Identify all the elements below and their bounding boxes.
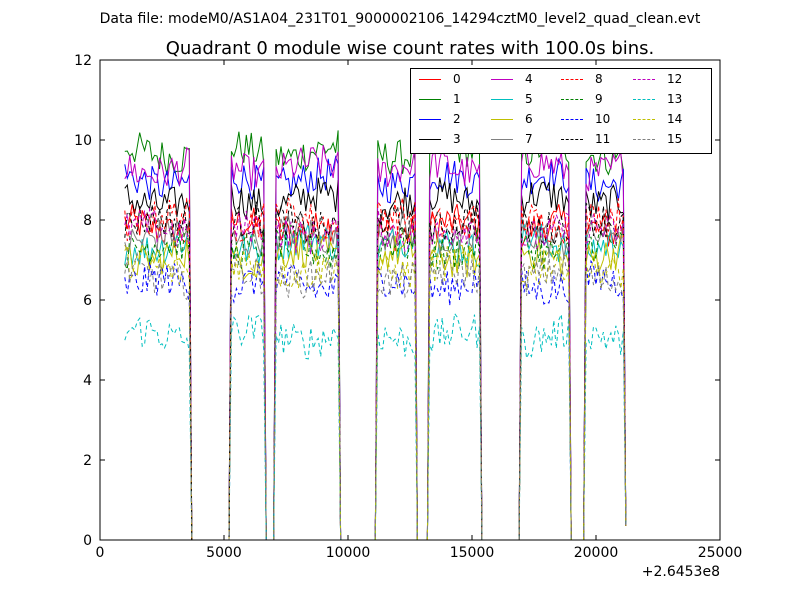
y-tick-label: 2 <box>83 453 92 469</box>
y-tick-label: 8 <box>83 213 92 229</box>
y-tick-label: 4 <box>83 373 92 389</box>
legend-swatch <box>419 119 441 120</box>
legend-swatch <box>633 139 655 140</box>
y-tick-label: 12 <box>74 53 92 69</box>
legend-swatch <box>561 139 583 140</box>
legend-swatch <box>491 139 513 140</box>
legend-label: 9 <box>595 92 603 106</box>
series-line-2 <box>124 154 627 540</box>
series-line-6 <box>124 233 627 540</box>
legend-swatch <box>561 79 583 80</box>
legend-label: 5 <box>525 92 533 106</box>
series-line-3 <box>124 177 627 540</box>
legend-swatch <box>633 99 655 100</box>
x-tick-label: 10000 <box>326 545 371 561</box>
series-line-13 <box>124 312 627 540</box>
legend-swatch <box>491 119 513 120</box>
legend-label: 13 <box>667 92 683 106</box>
legend-label: 11 <box>595 132 611 146</box>
legend-label: 2 <box>453 112 461 126</box>
x-tick-label: 0 <box>96 545 105 561</box>
y-tick-label: 10 <box>74 133 92 149</box>
chart-title: Quadrant 0 module wise count rates with … <box>166 38 655 59</box>
legend-swatch <box>419 139 441 140</box>
legend-swatch <box>633 119 655 120</box>
x-tick-label: 15000 <box>450 545 495 561</box>
legend-swatch <box>491 79 513 80</box>
x-offset-label: +2.6453e8 <box>642 564 720 580</box>
y-tick-label: 0 <box>83 533 92 549</box>
legend-label: 7 <box>525 132 533 146</box>
series-line-8 <box>124 197 627 540</box>
legend-swatch <box>419 79 441 80</box>
legend-label: 0 <box>453 72 461 86</box>
legend-swatch <box>561 99 583 100</box>
legend-label: 4 <box>525 72 533 86</box>
legend-label: 8 <box>595 72 603 86</box>
series-line-11 <box>124 201 627 540</box>
legend-label: 15 <box>667 132 683 146</box>
legend-swatch <box>561 119 583 120</box>
series-line-12 <box>124 207 627 540</box>
legend: 0 1 2 3 4 5 6 7 8 9 10 11 12 13 14 15 <box>410 68 712 154</box>
legend-label: 14 <box>667 112 683 126</box>
series-line-4 <box>124 145 627 540</box>
series-line-14 <box>124 243 627 540</box>
legend-swatch <box>491 99 513 100</box>
x-tick-label: 20000 <box>574 545 619 561</box>
series-line-9 <box>124 224 627 540</box>
legend-swatch <box>419 99 441 100</box>
series-layer <box>124 95 627 540</box>
x-tick-label: 25000 <box>698 545 743 561</box>
series-line-15 <box>124 251 627 540</box>
legend-label: 3 <box>453 132 461 146</box>
legend-label: 1 <box>453 92 461 106</box>
legend-label: 6 <box>525 112 533 126</box>
legend-label: 12 <box>667 72 683 86</box>
y-tick-label: 6 <box>83 293 92 309</box>
data-file-label: Data file: modeM0/AS1A04_231T01_90000021… <box>100 11 701 27</box>
legend-label: 10 <box>595 112 611 126</box>
legend-swatch <box>633 79 655 80</box>
x-tick-label: 5000 <box>206 545 242 561</box>
series-line-10 <box>124 259 627 540</box>
